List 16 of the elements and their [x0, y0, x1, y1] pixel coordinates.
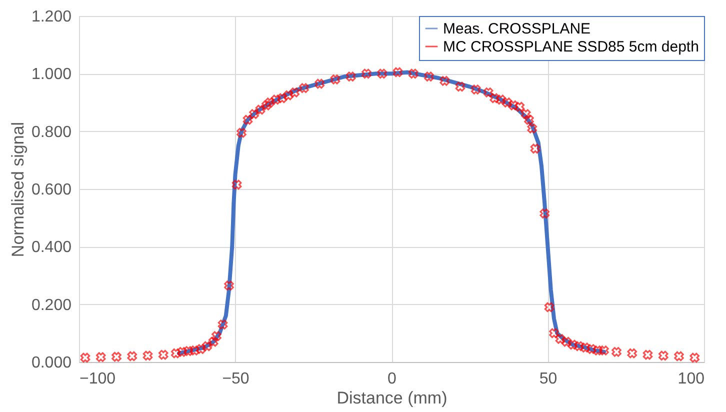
- y-tick-label: 1.000: [31, 66, 72, 84]
- x-tick-label: −50: [222, 370, 250, 388]
- x-tick-label: −100: [80, 370, 116, 388]
- legend-label: MC CROSSPLANE SSD85 5cm depth: [443, 38, 699, 56]
- y-axis-title: Normalised signal: [8, 122, 28, 258]
- y-tick-label: 0.800: [31, 124, 72, 141]
- x-axis-title: Distance (mm): [336, 388, 448, 408]
- x-tick-label: 100: [678, 370, 705, 388]
- y-tick-label: 0.000: [31, 354, 72, 372]
- y-tick-label: 0.600: [31, 182, 72, 198]
- y-tick-label: 1.200: [31, 8, 72, 26]
- legend-label: Meas. CROSSPLANE: [443, 20, 591, 38]
- x-tick-label: 0: [388, 370, 397, 388]
- x-tick-label: 50: [539, 370, 558, 388]
- y-tick-label: 0.400: [31, 239, 72, 256]
- y-tick-label: 0.200: [31, 296, 72, 314]
